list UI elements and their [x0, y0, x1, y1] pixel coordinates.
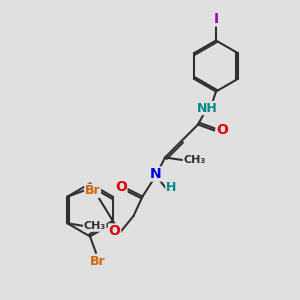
Text: Br: Br — [90, 255, 105, 268]
Text: Br: Br — [85, 184, 100, 197]
Text: CH₃: CH₃ — [84, 221, 106, 231]
Text: CH₃: CH₃ — [183, 155, 206, 166]
Text: NH: NH — [196, 101, 218, 115]
Text: O: O — [115, 181, 127, 194]
Text: O: O — [109, 224, 121, 238]
Text: H: H — [166, 181, 176, 194]
Text: I: I — [213, 12, 219, 26]
Text: N: N — [150, 167, 162, 181]
Text: O: O — [216, 124, 228, 137]
